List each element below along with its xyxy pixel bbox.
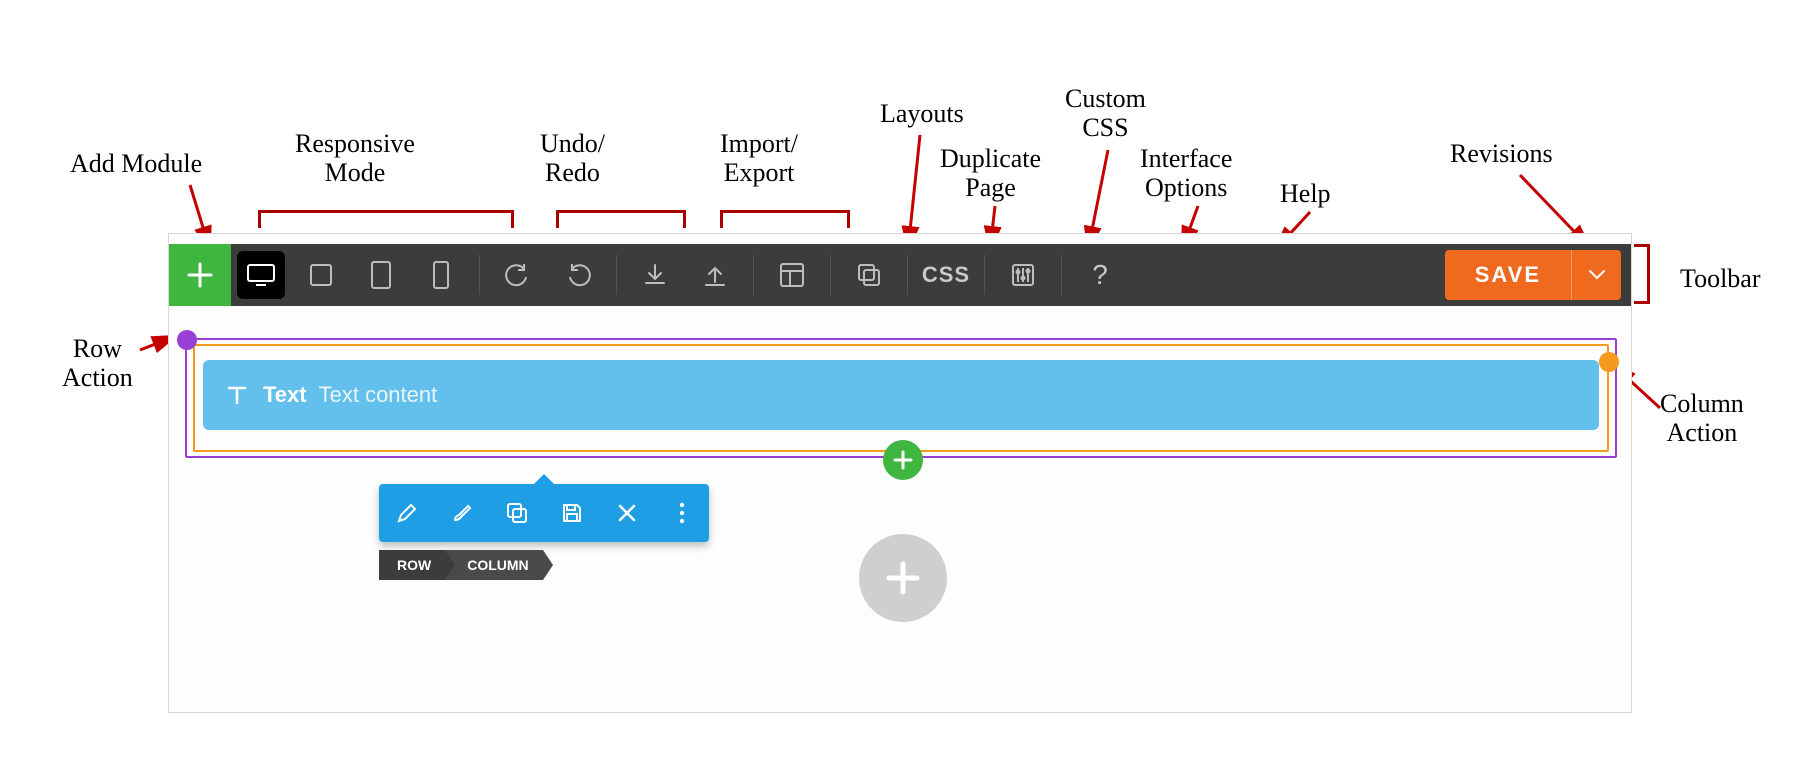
custom-css-button[interactable]: CSS — [916, 244, 976, 306]
edit-button[interactable] — [384, 490, 430, 536]
duplicate-button[interactable] — [494, 490, 540, 536]
text-icon — [225, 383, 249, 407]
upload-icon — [702, 262, 728, 288]
close-icon — [615, 501, 639, 525]
responsive-tablet-button[interactable] — [351, 244, 411, 306]
plus-icon — [881, 556, 925, 600]
save-icon — [560, 501, 584, 525]
label-undo-redo: Undo/ Redo — [540, 130, 605, 187]
css-icon: CSS — [922, 262, 970, 288]
download-icon — [642, 262, 668, 288]
save-module-button[interactable] — [549, 490, 595, 536]
more-button[interactable] — [659, 490, 705, 536]
text-module[interactable]: Text Text content — [203, 360, 1599, 430]
duplicate-icon — [856, 262, 882, 288]
add-module-button[interactable] — [169, 244, 231, 306]
separator — [616, 255, 617, 295]
column-action-handle[interactable] — [1599, 352, 1619, 372]
save-dropdown-button[interactable] — [1571, 250, 1621, 300]
label-duplicate-page: Duplicate Page — [940, 145, 1041, 202]
pencil-icon — [395, 501, 419, 525]
kebab-icon — [678, 501, 686, 525]
toolbar: CSS ? SAVE — [169, 244, 1631, 306]
plus-icon — [185, 260, 215, 290]
action-bar — [379, 484, 709, 542]
breadcrumb-column[interactable]: COLUMN — [445, 550, 542, 580]
duplicate-page-button[interactable] — [839, 244, 899, 306]
label-custom-css: Custom CSS — [1065, 85, 1146, 142]
undo-icon — [504, 261, 532, 289]
chevron-down-icon — [1588, 269, 1606, 281]
style-button[interactable] — [439, 490, 485, 536]
separator — [1061, 255, 1062, 295]
copy-icon — [505, 501, 529, 525]
responsive-desktop-button[interactable] — [231, 244, 291, 306]
plus-icon — [892, 449, 914, 471]
delete-button[interactable] — [604, 490, 650, 536]
help-button[interactable]: ? — [1070, 244, 1130, 306]
redo-icon — [564, 261, 592, 289]
help-icon: ? — [1092, 259, 1108, 291]
sliders-icon — [1010, 262, 1036, 288]
phone-icon — [431, 260, 451, 290]
desktop-icon — [246, 263, 276, 287]
label-add-module: Add Module — [70, 150, 202, 179]
new-row-button[interactable] — [859, 534, 947, 622]
module-type-label: Text — [263, 382, 307, 408]
responsive-laptop-button[interactable] — [291, 244, 351, 306]
tablet-icon — [369, 260, 393, 290]
bracket-toolbar — [1634, 244, 1650, 304]
add-module-inline-button[interactable] — [883, 440, 923, 480]
action-breadcrumb: ROW COLUMN — [379, 550, 543, 580]
module-hint-label: Text content — [319, 382, 438, 408]
responsive-phone-button[interactable] — [411, 244, 471, 306]
laptop-icon — [307, 261, 335, 289]
label-responsive-mode: Responsive Mode — [295, 130, 415, 187]
label-help: Help — [1280, 180, 1331, 209]
label-interface-options: Interface Options — [1140, 145, 1232, 202]
redo-button[interactable] — [548, 244, 608, 306]
layouts-button[interactable] — [762, 244, 822, 306]
interface-options-button[interactable] — [993, 244, 1053, 306]
editor-canvas: CSS ? SAVE Text Text content — [168, 233, 1632, 713]
separator — [830, 255, 831, 295]
import-button[interactable] — [625, 244, 685, 306]
bracket-import — [720, 210, 850, 228]
label-column-action: Column Action — [1660, 390, 1744, 447]
separator — [984, 255, 985, 295]
separator — [753, 255, 754, 295]
label-import-export: Import/ Export — [720, 130, 798, 187]
bracket-responsive — [258, 210, 514, 228]
label-layouts: Layouts — [880, 100, 964, 129]
bracket-undo — [556, 210, 686, 228]
export-button[interactable] — [685, 244, 745, 306]
label-toolbar: Toolbar — [1680, 265, 1761, 294]
undo-button[interactable] — [488, 244, 548, 306]
save-button[interactable]: SAVE — [1445, 250, 1571, 300]
separator — [907, 255, 908, 295]
label-revisions: Revisions — [1450, 140, 1553, 169]
row-action-handle[interactable] — [177, 330, 197, 350]
layout-icon — [779, 262, 805, 288]
separator — [479, 255, 480, 295]
label-row-action: Row Action — [62, 335, 133, 392]
breadcrumb-row[interactable]: ROW — [379, 550, 445, 580]
brush-icon — [450, 501, 474, 525]
